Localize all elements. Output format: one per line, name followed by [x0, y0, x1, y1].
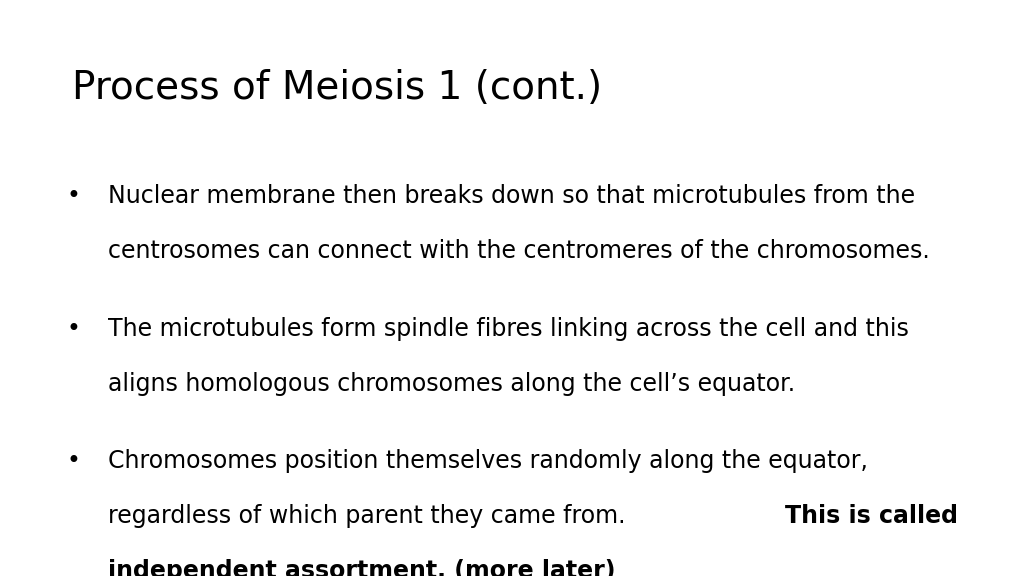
Text: centrosomes can connect with the centromeres of the chromosomes.: centrosomes can connect with the centrom… — [108, 239, 929, 263]
Text: •: • — [67, 184, 81, 209]
Text: Nuclear membrane then breaks down so that microtubules from the: Nuclear membrane then breaks down so tha… — [108, 184, 914, 209]
Text: The microtubules form spindle fibres linking across the cell and this: The microtubules form spindle fibres lin… — [108, 317, 908, 341]
Text: regardless of which parent they came from.: regardless of which parent they came fro… — [108, 504, 633, 528]
Text: •: • — [67, 449, 81, 473]
Text: aligns homologous chromosomes along the cell’s equator.: aligns homologous chromosomes along the … — [108, 372, 795, 396]
Text: independent assortment. (more later): independent assortment. (more later) — [108, 559, 615, 576]
Text: Chromosomes position themselves randomly along the equator,: Chromosomes position themselves randomly… — [108, 449, 867, 473]
Text: Process of Meiosis 1 (cont.): Process of Meiosis 1 (cont.) — [72, 69, 602, 107]
Text: •: • — [67, 317, 81, 341]
Text: This is called: This is called — [785, 504, 957, 528]
